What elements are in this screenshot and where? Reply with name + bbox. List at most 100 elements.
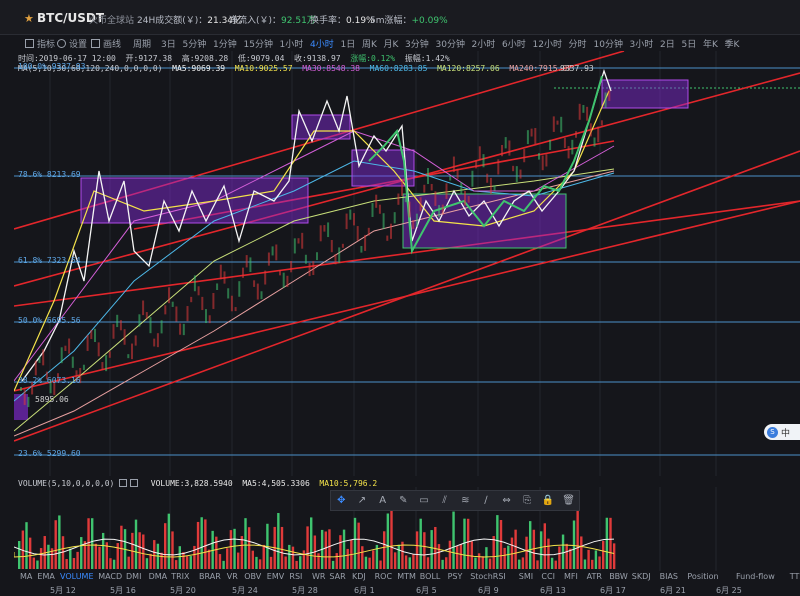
copy-icon[interactable]: ⎘ [523, 495, 532, 506]
pair-title[interactable]: BTC/USDT [37, 11, 105, 25]
volume-bar [532, 529, 536, 569]
ma60-line [14, 160, 615, 402]
volume-bar [361, 546, 364, 569]
candle [523, 149, 526, 163]
visibility-icon[interactable] [119, 479, 128, 487]
period-option[interactable]: 5分钟 [182, 40, 207, 50]
period-option[interactable]: 分时 [568, 40, 587, 50]
volume-bar [80, 537, 83, 569]
indicator-tab[interactable]: BIAS [659, 572, 678, 581]
indicator-tab[interactable]: RSI [289, 572, 303, 581]
period-option[interactable]: 周K [362, 40, 377, 50]
indicator-tab[interactable]: PSY [447, 572, 463, 581]
period-option[interactable]: 12小时 [532, 40, 562, 50]
indicator-tab[interactable]: Position [687, 572, 719, 581]
candle [452, 156, 455, 173]
period-option[interactable]: 6小时 [502, 40, 526, 50]
indicator-tab[interactable]: EMV [266, 572, 285, 581]
period-option[interactable]: 2日 [660, 40, 675, 50]
indicator-tab[interactable]: TRIX [171, 572, 190, 581]
period-option[interactable]: 月K [383, 40, 399, 50]
period-option[interactable]: 15分钟 [243, 40, 273, 50]
indicator-tab[interactable]: DMA [148, 572, 168, 581]
candle [312, 261, 315, 276]
period-option[interactable]: 3小时 [629, 40, 654, 50]
period-option[interactable]: 3分钟 [405, 40, 429, 50]
indicator-tab[interactable]: MA [20, 572, 33, 581]
settings-button[interactable]: 设置 [57, 37, 87, 50]
date-tick: 6月 17 [600, 586, 626, 595]
indicator-tab[interactable]: MFI [564, 572, 578, 581]
language-button[interactable]: S 中 [764, 424, 800, 440]
volume-bar [28, 537, 32, 569]
lock-icon[interactable]: 🔒 [541, 495, 555, 506]
indicator-tab[interactable]: WR [312, 572, 326, 581]
indicator-tab[interactable]: DMI [126, 572, 142, 581]
rectangle-icon[interactable]: ▭ [419, 495, 429, 506]
indicator-tab[interactable]: OBV [244, 572, 262, 581]
period-option[interactable]: 2小时 [471, 40, 496, 50]
measure-icon[interactable]: ⇔ [502, 495, 511, 506]
date-tick: 6月 13 [540, 586, 566, 595]
period-option[interactable]: 30分钟 [435, 40, 465, 50]
volume-bar [609, 517, 612, 569]
period-option[interactable]: 1小时 [279, 40, 304, 50]
indicator-tab[interactable]: Fund-flow [736, 572, 775, 581]
text-icon[interactable]: A [379, 495, 387, 506]
volume-chart[interactable] [14, 477, 800, 571]
period-option[interactable]: 5日 [681, 40, 697, 50]
candle [20, 387, 22, 391]
indicator-tab[interactable]: BBW [609, 572, 628, 581]
period-option[interactable]: 1分钟 [213, 40, 237, 50]
period-option[interactable]: 1日 [340, 40, 356, 50]
indicator-tab[interactable]: BRAR [199, 572, 221, 581]
volume-ma10-line [14, 544, 615, 558]
indicator-tab[interactable]: MACD [98, 572, 123, 581]
settings-small-icon[interactable] [130, 479, 139, 487]
candle [441, 204, 444, 215]
indicator-button[interactable]: 指标 [25, 37, 55, 50]
period-option[interactable]: 10分钟 [593, 40, 623, 50]
arrow-icon[interactable]: ↗ [357, 495, 367, 506]
volume-bar [375, 544, 379, 569]
volume-bar [233, 528, 236, 569]
volume-bar [353, 517, 357, 569]
draw-button[interactable]: 画线 [91, 37, 121, 50]
indicator-tab[interactable]: TTSI [789, 572, 800, 581]
indicator-tab[interactable]: VOLUME [60, 572, 94, 581]
price-chart[interactable] [14, 51, 800, 476]
period-option[interactable]: 季K [724, 40, 740, 50]
volume-bar [306, 526, 309, 569]
indicator-tab[interactable]: SAR [329, 572, 346, 581]
candle [575, 131, 577, 138]
indicator-tab[interactable]: EMA [37, 572, 55, 581]
indicator-tab[interactable]: BOLL [419, 572, 441, 581]
indicator-tab[interactable]: CCI [541, 572, 555, 581]
indicator-tab[interactable]: MTM [397, 572, 416, 581]
fib-level-label: 50.0% 6695.56 [18, 316, 81, 325]
volume-bar [591, 559, 594, 569]
cursor-icon[interactable]: ✥ [337, 495, 346, 506]
indicator-tab[interactable]: KDJ [352, 572, 366, 581]
candle [282, 272, 285, 288]
period-option[interactable]: 年K [703, 40, 718, 50]
indicator-tab[interactable]: StochRSI [470, 572, 506, 581]
indicator-tab[interactable]: ATR [586, 572, 602, 581]
brush-icon[interactable]: ✎ [399, 495, 408, 506]
pen-icon[interactable]: ∕ [484, 495, 488, 506]
volume-bar [612, 543, 616, 569]
fib-icon[interactable]: ≋ [461, 495, 470, 506]
indicator-tab[interactable]: SKDJ [631, 572, 651, 581]
period-option[interactable]: 3日 [161, 40, 176, 50]
header-stat: 换手率：0.19% [310, 13, 375, 26]
indicator-tab[interactable]: ROC [374, 572, 393, 581]
period-option[interactable]: 4小时 [310, 40, 334, 50]
trash-icon[interactable]: 🗑 [562, 495, 575, 506]
volume-bar [441, 559, 444, 569]
indicator-tab[interactable]: SMI [518, 572, 534, 581]
ma-readout: MA(5,10,30,60,120,240,0,0,0,0) MA5:9069.… [18, 64, 572, 73]
favorite-star-icon[interactable]: ★ [24, 12, 34, 25]
indicator-tab[interactable]: VR [226, 572, 238, 581]
parallel-icon[interactable]: ⫽ [442, 495, 447, 506]
volume-bar [386, 513, 390, 569]
